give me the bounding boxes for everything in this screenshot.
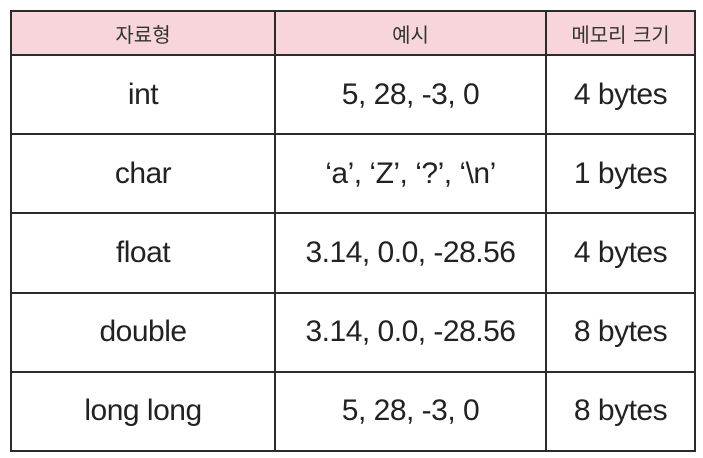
cell-data-type: char (10, 133, 276, 215)
cell-data-type: double (10, 291, 276, 373)
table-row: int 5, 28, -3, 0 4 bytes (10, 53, 696, 136)
cell-example: 3.14, 0.0, -28.56 (274, 291, 547, 373)
cell-memory-size: 4 bytes (545, 212, 696, 294)
cell-memory-size: 4 bytes (545, 53, 696, 136)
cell-memory-size: 8 bytes (545, 291, 696, 373)
cell-memory-size: 8 bytes (545, 370, 696, 453)
cell-example: 3.14, 0.0, -28.56 (274, 212, 547, 294)
table-row: long long 5, 28, -3, 0 8 bytes (10, 370, 696, 453)
table-row: float 3.14, 0.0, -28.56 4 bytes (10, 212, 696, 294)
cell-data-type: long long (10, 370, 276, 453)
header-data-type: 자료형 (10, 10, 276, 56)
cell-example: 5, 28, -3, 0 (274, 370, 547, 453)
table-body: int 5, 28, -3, 0 4 bytes char ‘a’, ‘Z’, … (10, 53, 696, 453)
table-header: 자료형 예시 메모리 크기 (10, 10, 696, 56)
cell-memory-size: 1 bytes (545, 133, 696, 215)
header-memory-size: 메모리 크기 (545, 10, 696, 56)
cell-data-type: int (10, 53, 276, 136)
table-row: double 3.14, 0.0, -28.56 8 bytes (10, 291, 696, 373)
cell-example: ‘a’, ‘Z’, ‘?’, ‘\n’ (274, 133, 547, 215)
header-row: 자료형 예시 메모리 크기 (10, 10, 696, 56)
header-example: 예시 (274, 10, 547, 56)
table-row: char ‘a’, ‘Z’, ‘?’, ‘\n’ 1 bytes (10, 133, 696, 215)
data-type-table: 자료형 예시 메모리 크기 int 5, 28, -3, 0 4 bytes c… (10, 10, 696, 453)
cell-data-type: float (10, 212, 276, 294)
data-type-table-container: 자료형 예시 메모리 크기 int 5, 28, -3, 0 4 bytes c… (10, 10, 696, 453)
cell-example: 5, 28, -3, 0 (274, 53, 547, 136)
